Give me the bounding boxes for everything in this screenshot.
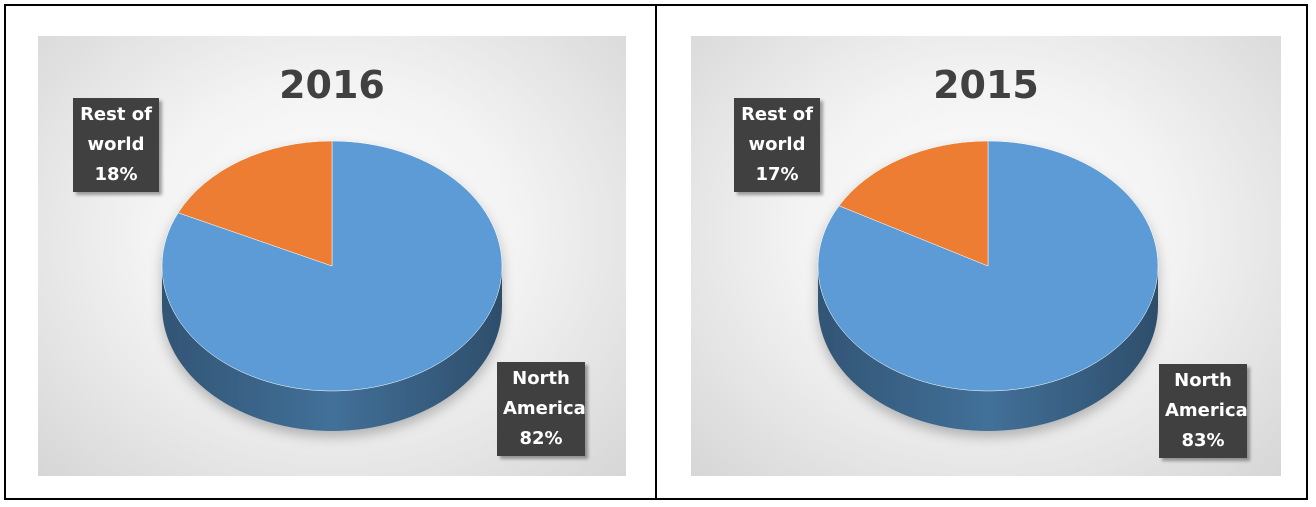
label-value: 18%: [94, 164, 138, 185]
pie-side-wall: [162, 266, 502, 431]
label-value: 83%: [1181, 430, 1225, 451]
label-name-line-2: world: [87, 134, 145, 155]
pie-chart-2015: 2015 North America 83% Rest of world 17%: [691, 36, 1281, 476]
pie-2015-svg: [817, 140, 1159, 431]
pie-slice-rest-of-world: [838, 140, 989, 267]
pie-chart-2016: 2016 North America 82% Rest of world 18%: [38, 36, 626, 476]
label-rest-of-world-2015: Rest of world 17%: [734, 98, 820, 192]
label-name-line-1: North: [1174, 370, 1232, 391]
pie-slice-north-america: [817, 140, 1159, 392]
pie-slice-north-america: [161, 140, 503, 392]
chart-title-2015: 2015: [933, 63, 1039, 107]
label-value: 17%: [755, 164, 799, 185]
label-name-line-2: world: [748, 134, 806, 155]
label-name-line-1: Rest of: [741, 104, 813, 125]
label-north-america-2016: North America 82%: [497, 362, 586, 456]
pie-slice-rest-of-world: [177, 140, 333, 267]
label-rest-of-world-2016: Rest of world 18%: [73, 98, 159, 192]
chart-title-2016: 2016: [279, 63, 385, 107]
label-value: 82%: [519, 428, 563, 449]
pie-side-wall: [818, 266, 1158, 431]
label-name-line-2: America: [503, 398, 586, 419]
label-north-america-2015: North America 83%: [1159, 364, 1248, 458]
label-name-line-1: North: [512, 368, 570, 389]
label-name-line-2: America: [1165, 400, 1248, 421]
label-name-line-1: Rest of: [80, 104, 152, 125]
pie-2016-svg: [161, 140, 503, 431]
table-divider: [655, 4, 657, 500]
